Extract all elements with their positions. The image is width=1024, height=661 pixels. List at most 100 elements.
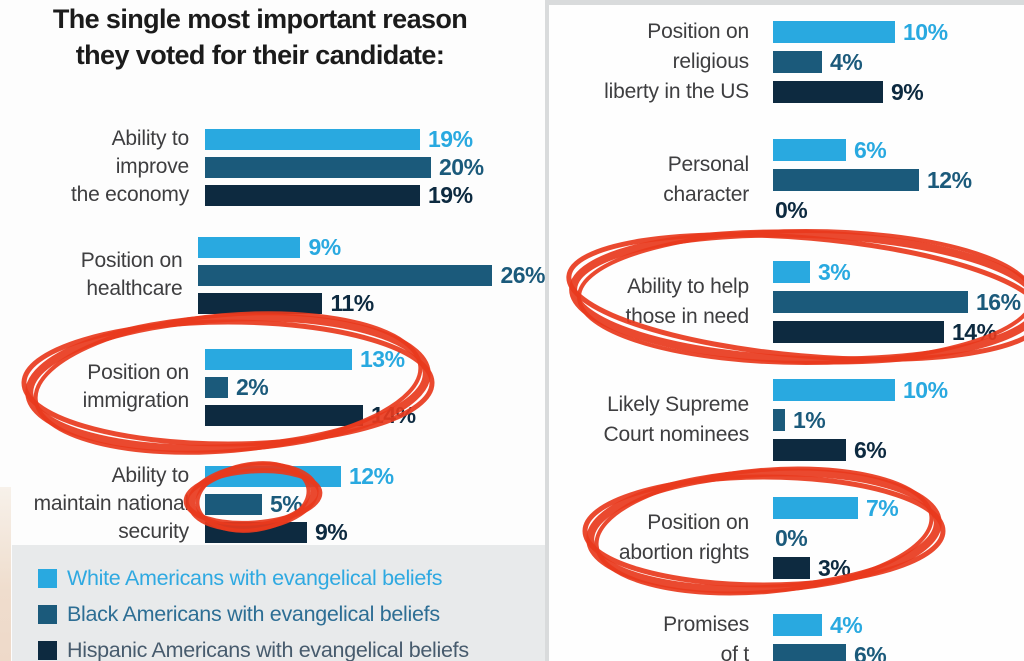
bar-row: 19% xyxy=(205,125,484,153)
bar-black-evangelical xyxy=(773,291,968,313)
category-label-line: Position on xyxy=(647,20,749,43)
value-label: 7% xyxy=(866,494,899,521)
background-video-edge xyxy=(0,487,11,661)
legend-item: Black Americans with evangelical beliefs xyxy=(38,602,545,626)
bar-white-evangelical xyxy=(205,348,352,370)
value-label: 10% xyxy=(903,18,948,45)
category-label-line: Likely Supreme xyxy=(607,393,749,416)
value-label: 13% xyxy=(360,345,405,372)
bar-row: 14% xyxy=(773,317,1021,347)
category-label-line: Position on xyxy=(80,249,183,272)
legend: White Americans with evangelical beliefs… xyxy=(12,545,545,661)
chart-title-line-2: they voted for their candidate: xyxy=(75,40,445,70)
bar-black-evangelical xyxy=(773,644,846,661)
bar-black-evangelical xyxy=(198,264,493,286)
chart-title-line-1: The single most important reason xyxy=(52,4,468,34)
legend-item: Hispanic Americans with evangelical beli… xyxy=(38,638,545,661)
bar-row: 0% xyxy=(773,523,898,553)
bar-row: 9% xyxy=(773,77,948,107)
bar-group: Promises of t 4% 6% xyxy=(549,610,1024,661)
legend-swatch-black-evangelical xyxy=(38,604,57,624)
bar-hispanic-evangelical xyxy=(773,81,883,103)
category-label-line: Personal xyxy=(667,153,749,176)
category-label-line: of t xyxy=(720,643,750,661)
category-label-line: Promises xyxy=(663,613,749,636)
category-label-line: Ability to xyxy=(111,127,190,150)
chart-panel-left: The single most important reason they vo… xyxy=(0,4,546,661)
bar-row: 12% xyxy=(205,462,394,490)
bar-hispanic-evangelical xyxy=(773,321,944,343)
bar-group: Ability to improve the economy 19% 20% 19% xyxy=(0,125,545,209)
bar-white-evangelical xyxy=(773,261,810,283)
category-label-line: character xyxy=(663,183,749,206)
value-label: 2% xyxy=(236,373,269,400)
bar-black-evangelical xyxy=(205,376,228,398)
bar-stack: 12% 5% 9% xyxy=(205,462,394,546)
category-label: Ability to help those in need xyxy=(549,257,757,347)
legend-swatch-hispanic-evangelical xyxy=(38,640,57,660)
value-label: 6% xyxy=(854,641,887,661)
bar-group: Position on immigration 13% 2% 14% xyxy=(0,345,545,429)
category-label: Ability to maintain national security xyxy=(0,462,197,546)
value-label: 1% xyxy=(793,406,826,433)
category-label-line: Position on xyxy=(87,361,189,384)
bar-row: 0% xyxy=(773,195,972,225)
bar-black-evangelical xyxy=(773,51,822,73)
bar-white-evangelical xyxy=(773,614,822,636)
legend-label: White Americans with evangelical beliefs xyxy=(67,565,443,590)
bar-stack: 10% 1% 6% xyxy=(773,375,948,465)
bar-stack: 4% 6% xyxy=(773,610,887,661)
category-label: Personal character xyxy=(549,135,757,225)
bar-stack: 7% 0% 3% xyxy=(773,493,899,583)
bar-row: 7% xyxy=(773,493,899,523)
value-label: 19% xyxy=(428,125,473,152)
category-label-line: liberty in the US xyxy=(604,80,749,103)
value-label: 4% xyxy=(830,611,863,638)
category-label: Position on religious liberty in the US xyxy=(549,17,757,107)
category-label-line: Court nominees xyxy=(603,423,750,446)
bar-black-evangelical xyxy=(205,493,262,515)
bar-row: 4% xyxy=(773,610,886,640)
category-label-line: the economy xyxy=(70,183,189,206)
bar-row: 9% xyxy=(198,233,545,261)
bar-row: 14% xyxy=(205,401,416,429)
category-label-line: healthcare xyxy=(86,277,183,300)
bar-row: 3% xyxy=(773,257,1021,287)
value-label: 3% xyxy=(818,258,851,285)
category-label-line: abortion rights xyxy=(618,541,749,564)
category-label-line: security xyxy=(118,520,189,543)
value-label: 14% xyxy=(371,401,416,428)
bar-row: 10% xyxy=(773,375,948,405)
bar-stack: 3% 16% 14% xyxy=(773,257,1021,347)
value-label: 10% xyxy=(903,376,948,403)
bar-row: 26% xyxy=(198,261,545,289)
bar-group: Position on abortion rights 7% 0% 3% xyxy=(549,493,1024,583)
bar-stack: 19% 20% 19% xyxy=(205,125,484,209)
bar-hispanic-evangelical xyxy=(205,404,363,426)
bar-black-evangelical xyxy=(773,169,919,191)
bar-hispanic-evangelical xyxy=(773,557,810,579)
bar-stack: 9% 26% 11% xyxy=(198,233,545,317)
bar-group: Ability to maintain national security 12% 5%… xyxy=(0,462,545,546)
bar-row: 4% xyxy=(773,47,948,77)
bar-row: 9% xyxy=(205,518,394,546)
value-label: 12% xyxy=(927,166,972,193)
bar-group: Personal character 6% 12% 0% xyxy=(549,135,1024,225)
bar-row: 3% xyxy=(773,553,898,583)
value-label: 0% xyxy=(775,196,808,223)
value-label: 12% xyxy=(349,462,394,489)
bar-row: 10% xyxy=(773,17,948,47)
bar-row: 13% xyxy=(205,345,416,373)
category-label: Position on immigration xyxy=(0,345,197,429)
value-label: 9% xyxy=(308,233,341,260)
bar-row: 5% xyxy=(205,490,394,518)
value-label: 4% xyxy=(830,48,863,75)
bar-stack: 6% 12% 0% xyxy=(773,135,972,225)
value-label: 6% xyxy=(854,136,887,163)
bar-group: Position on healthcare 9% 26% 11% xyxy=(0,233,546,317)
category-label: Likely Supreme Court nominees xyxy=(549,375,757,465)
value-label: 9% xyxy=(891,78,924,105)
legend-label: Black Americans with evangelical beliefs xyxy=(67,601,440,626)
legend-items: White Americans with evangelical beliefs… xyxy=(12,566,545,661)
